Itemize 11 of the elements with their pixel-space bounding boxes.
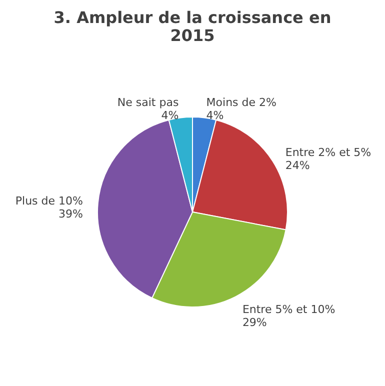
slice-label: Plus de 10% bbox=[15, 194, 83, 208]
slice-label: Moins de 2% bbox=[206, 96, 276, 109]
data-label: 4% bbox=[206, 108, 224, 122]
slice-label: Entre 2% et 5% bbox=[285, 146, 372, 160]
data-label: 24% bbox=[285, 159, 310, 172]
slice-label: Entre 5% et 10% bbox=[242, 303, 336, 316]
chart-title: 3. Ampleur de la croissance en 2015 bbox=[54, 8, 332, 45]
data-label: 4% bbox=[161, 108, 179, 122]
data-label: 39% bbox=[58, 208, 83, 221]
data-label: 29% bbox=[242, 316, 267, 330]
slice-label: Ne sait pas bbox=[117, 96, 179, 109]
